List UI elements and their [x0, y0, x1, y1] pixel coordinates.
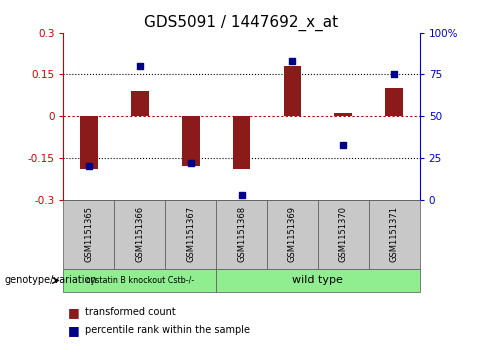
Bar: [334, 113, 352, 116]
Point: [288, 58, 296, 64]
Text: GSM1151370: GSM1151370: [339, 206, 348, 262]
Bar: [386, 88, 403, 116]
Text: cystatin B knockout Cstb-/-: cystatin B knockout Cstb-/-: [86, 276, 194, 285]
Text: ■: ■: [68, 324, 80, 337]
Title: GDS5091 / 1447692_x_at: GDS5091 / 1447692_x_at: [144, 15, 339, 31]
Bar: [131, 91, 149, 116]
Text: GSM1151367: GSM1151367: [186, 206, 195, 262]
Bar: [80, 116, 98, 169]
Text: transformed count: transformed count: [85, 307, 176, 317]
Bar: [233, 116, 250, 169]
Point: [238, 192, 245, 197]
Text: GSM1151371: GSM1151371: [390, 206, 399, 262]
Text: GSM1151365: GSM1151365: [84, 206, 93, 262]
Text: percentile rank within the sample: percentile rank within the sample: [85, 325, 250, 335]
Text: genotype/variation: genotype/variation: [5, 276, 98, 285]
Point: [85, 163, 93, 169]
Bar: [284, 66, 302, 116]
Text: GSM1151369: GSM1151369: [288, 206, 297, 262]
Point: [390, 72, 398, 77]
Point: [136, 63, 143, 69]
Text: wild type: wild type: [292, 276, 344, 285]
Point: [187, 160, 195, 166]
Bar: [182, 116, 200, 166]
Text: GSM1151366: GSM1151366: [135, 206, 144, 262]
Text: ■: ■: [68, 306, 80, 319]
Point: [340, 142, 347, 147]
Text: GSM1151368: GSM1151368: [237, 206, 246, 262]
